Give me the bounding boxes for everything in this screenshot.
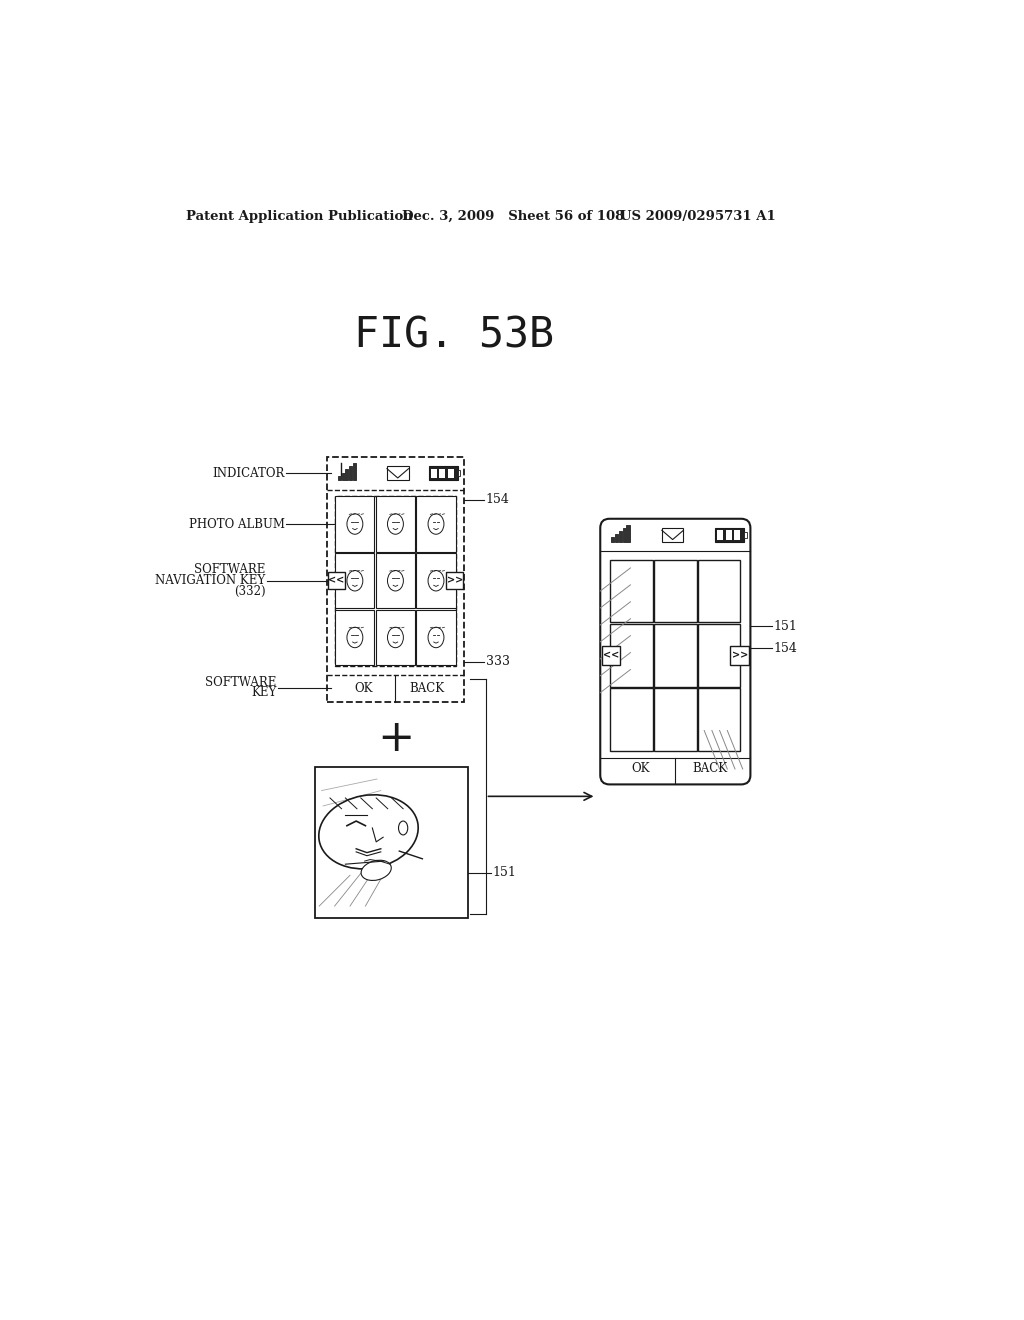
Bar <box>417 496 456 552</box>
Text: SOFTWARE: SOFTWARE <box>206 676 276 689</box>
Bar <box>654 624 696 686</box>
Bar <box>417 553 456 609</box>
Bar <box>338 475 341 480</box>
Bar <box>654 560 696 623</box>
Bar <box>726 531 732 540</box>
Bar <box>431 469 437 478</box>
Bar <box>336 610 375 665</box>
Text: NAVIGATION KEY: NAVIGATION KEY <box>155 574 265 587</box>
Bar <box>336 553 375 609</box>
Bar <box>715 528 744 543</box>
Text: 333: 333 <box>485 656 510 668</box>
Bar <box>376 553 415 609</box>
Text: >>: >> <box>446 576 463 586</box>
Bar <box>387 466 409 480</box>
Text: 151: 151 <box>493 866 516 879</box>
Bar <box>734 531 740 540</box>
Text: BACK: BACK <box>410 681 444 694</box>
Bar <box>376 496 415 552</box>
Bar <box>446 573 463 589</box>
Bar <box>611 537 614 543</box>
Bar <box>335 496 457 665</box>
Ellipse shape <box>398 821 408 836</box>
Text: KEY: KEY <box>252 686 276 700</box>
Ellipse shape <box>347 513 362 535</box>
Bar <box>345 470 348 480</box>
Ellipse shape <box>387 513 403 535</box>
Text: 154: 154 <box>773 642 798 655</box>
Bar <box>744 532 746 539</box>
Bar <box>730 647 749 665</box>
Bar <box>349 466 352 480</box>
Ellipse shape <box>361 861 391 880</box>
Bar <box>328 573 345 589</box>
Text: Dec. 3, 2009   Sheet 56 of 108: Dec. 3, 2009 Sheet 56 of 108 <box>401 210 624 223</box>
Bar <box>336 496 375 552</box>
Ellipse shape <box>318 795 418 869</box>
Bar <box>698 624 740 686</box>
Bar <box>417 610 456 665</box>
Ellipse shape <box>428 627 444 648</box>
Text: <<: << <box>603 651 620 660</box>
Bar <box>614 535 617 543</box>
Bar <box>602 647 621 665</box>
Bar <box>315 767 468 917</box>
Text: OK: OK <box>632 762 650 775</box>
Bar <box>429 466 458 480</box>
Text: OK: OK <box>354 681 373 694</box>
Text: 154: 154 <box>485 492 509 506</box>
Ellipse shape <box>387 570 403 591</box>
Bar <box>623 528 626 543</box>
Text: SOFTWARE: SOFTWARE <box>194 564 265 577</box>
Bar <box>698 689 740 751</box>
Text: >>: >> <box>731 651 748 660</box>
Text: PHOTO ALBUM: PHOTO ALBUM <box>188 517 285 531</box>
Bar <box>458 470 460 477</box>
Ellipse shape <box>428 513 444 535</box>
Bar <box>342 473 345 480</box>
Bar <box>327 457 464 702</box>
Text: INDICATOR: INDICATOR <box>212 467 285 480</box>
Bar <box>353 463 356 480</box>
FancyBboxPatch shape <box>600 519 751 784</box>
Text: +: + <box>377 718 414 760</box>
Bar <box>447 469 454 478</box>
Bar <box>717 531 724 540</box>
Bar <box>618 531 622 543</box>
Ellipse shape <box>428 570 444 591</box>
Text: 151: 151 <box>773 620 798 634</box>
Bar <box>662 528 683 543</box>
Ellipse shape <box>387 627 403 648</box>
Bar <box>610 560 652 623</box>
Bar <box>627 525 630 543</box>
Bar <box>439 469 445 478</box>
Bar <box>698 560 740 623</box>
Ellipse shape <box>347 570 362 591</box>
Bar <box>654 689 696 751</box>
Text: BACK: BACK <box>692 762 727 775</box>
Ellipse shape <box>347 627 362 648</box>
Text: <<: << <box>328 576 344 586</box>
Text: FIG. 53B: FIG. 53B <box>354 314 554 356</box>
Text: US 2009/0295731 A1: US 2009/0295731 A1 <box>620 210 775 223</box>
Text: Patent Application Publication: Patent Application Publication <box>186 210 413 223</box>
Bar <box>610 689 652 751</box>
Bar <box>376 610 415 665</box>
Bar <box>610 624 652 686</box>
Text: (332): (332) <box>233 585 265 598</box>
